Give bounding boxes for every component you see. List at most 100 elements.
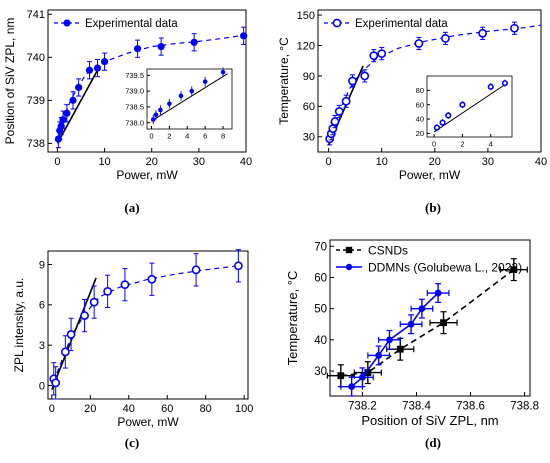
inset-x-tick-label: 4 [489,140,493,149]
inset-data-point [220,69,226,75]
inset-plot-frame [146,68,233,130]
legend-marker [345,246,353,254]
inset-y-tick-label: 738.0 [125,118,144,127]
dashed-trend-line [53,265,239,382]
linear-fit-line [56,69,99,144]
data-point [240,32,248,40]
data-point [510,23,519,33]
data-point [147,274,157,284]
x-axis-label: Power, mW [117,415,179,429]
data-point [69,96,77,104]
caption-c: (c) [124,435,140,450]
y-tick-label: 3 [39,340,45,352]
data-point [66,330,76,339]
data-point [100,58,109,66]
csnd-dashed-line [340,268,515,377]
legend-marker [63,19,71,27]
x-axis-label: Power, mW [116,168,178,182]
data-point [414,39,424,48]
x-tick-label: 20 [84,403,96,415]
inset-data-point [433,124,441,131]
data-point [337,372,345,380]
x-tick-label: 60 [161,403,173,415]
x-axis-label: Position of SiV ZPL, nm [361,413,498,428]
x-tick-label: 20 [146,156,158,168]
data-point [60,347,70,357]
caption-d: (d) [425,435,441,450]
inset-data-point [487,83,494,90]
y-tick-label: 30 [303,132,315,144]
y-tick-label: 120 [297,40,315,52]
x-tick-label: 738.4 [402,401,431,413]
x-tick-label: 0 [54,156,60,168]
data-point [377,49,387,59]
data-point [63,109,71,117]
inset-x-tick-label: 0 [432,140,436,149]
data-point [348,76,357,86]
data-point [418,305,426,313]
y-tick-label: 70 [314,241,327,253]
legend-marker [345,263,353,271]
data-point [441,34,450,43]
inset-y-tick-label: 40 [416,115,424,124]
data-point [233,261,243,271]
x-tick-label: 10 [98,156,110,168]
legend-label: Experimental data [355,18,448,30]
x-tick-label: 40 [240,156,252,168]
inset-data-point [459,101,466,108]
inset-data-point [439,119,446,126]
inset-data-point [178,93,184,99]
chart-c: 0 20 40 60 80 100 0 3 6 9 Power, mW ZPL intensity, … [12,249,253,429]
dashed-trend-line [57,34,247,140]
y-tick-label: 150 [297,10,315,22]
data-point [133,45,142,53]
caption-a: (a) [124,200,140,215]
data-point [334,107,344,116]
inset-x-tick-label: 8 [221,132,225,141]
inset-data-point [153,112,159,118]
data-point [369,51,379,61]
inset-fit-line [151,73,228,122]
inset-y-tick-label: 80 [416,86,424,95]
data-point [407,320,415,328]
data-point [191,265,201,275]
data-point [359,373,366,381]
x-tick-label: 20 [429,156,441,168]
inset-data-point [167,101,172,107]
legend-label: CSNDs [368,244,408,258]
x-axis-label: Power, mW [399,168,461,182]
x-tick-label: 0 [49,403,55,415]
data-point [440,319,447,327]
data-point [93,64,102,72]
inset-x-tick-label: 4 [185,132,189,141]
plot-frame [329,239,531,397]
data-point [190,38,198,46]
data-point [341,96,351,106]
x-tick-label: 30 [193,156,205,168]
data-point [510,266,518,274]
data-point [330,117,340,126]
inset-data-point [501,80,509,87]
data-point [386,336,393,344]
data-point [80,311,89,320]
y-tick-label: 60 [303,101,315,113]
data-point [375,352,383,359]
data-point [478,28,487,38]
inset-x-tick-label: 2 [460,140,464,149]
inset-x-tick-label: 2 [167,132,171,141]
x-tick-label: 738.6 [456,401,485,413]
inset-data-point [150,117,156,122]
y-tick-label: 50 [314,304,327,316]
y-tick-label: 90 [303,71,315,83]
caption-b: (b) [425,200,441,215]
inset-y-tick-label: 60 [416,100,424,109]
inset-y-tick-label: 739.0 [125,87,144,96]
x-tick-label: 40 [123,403,135,415]
y-tick-label: 740 [27,52,45,64]
inset-x-tick-label: 0 [149,132,153,141]
inset-x-tick-label: 6 [203,132,207,141]
x-tick-label: 10 [376,156,388,168]
plot-frame [47,9,247,153]
y-tick-label: 6 [39,300,45,312]
